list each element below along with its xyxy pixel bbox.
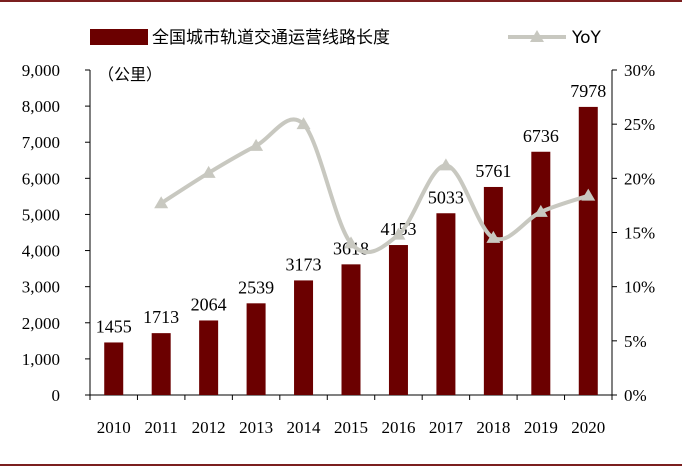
y-left-tick-label: 9,000	[22, 61, 60, 80]
x-tick-label: 2014	[287, 418, 322, 437]
bar-data-label: 3173	[286, 254, 322, 274]
x-tick-label: 2010	[97, 418, 131, 437]
yoy-point	[391, 227, 406, 240]
bar	[104, 342, 124, 395]
legend-bar-swatch	[90, 29, 148, 45]
y-axis-unit-label: （公里）	[98, 65, 162, 84]
bar	[578, 106, 598, 396]
bar	[388, 245, 408, 395]
bar-data-label: 1455	[96, 316, 132, 336]
bar	[531, 151, 551, 395]
yoy-point	[296, 117, 311, 130]
bar-data-label: 5033	[428, 187, 464, 207]
bar	[199, 320, 219, 395]
yoy-line	[160, 117, 589, 255]
yoy-point	[249, 138, 264, 151]
yoy-point	[154, 196, 169, 209]
y-left-tick-label: 8,000	[22, 97, 60, 116]
bar-data-label: 2539	[238, 277, 274, 297]
y-left-tick-label: 4,000	[22, 242, 60, 261]
y-left-tick-label: 3,000	[22, 278, 60, 297]
y-right-tick-label: 15%	[624, 224, 655, 243]
y-left-tick-label: 5,000	[22, 205, 60, 224]
bar	[483, 186, 503, 395]
y-right-tick-label: 0%	[624, 386, 647, 405]
x-tick-label: 2016	[381, 418, 415, 437]
x-tick-label: 2017	[429, 418, 464, 437]
legend: 全国城市轨道交通运营线路长度 YoY	[90, 28, 602, 48]
bar-data-label: 6736	[523, 126, 559, 146]
yoy-point	[344, 236, 358, 249]
legend-bar-label: 全国城市轨道交通运营线路长度	[152, 28, 390, 48]
x-tick-label: 2013	[239, 418, 273, 437]
bar	[294, 280, 314, 395]
y-left-tick-label: 6,000	[22, 169, 60, 188]
y-right-tick-label: 10%	[624, 278, 655, 297]
bar-data-label: 5761	[475, 161, 511, 181]
yoy-point	[438, 158, 453, 171]
bar-data-label: 2064	[191, 294, 227, 314]
legend-line-label: YoY	[571, 28, 602, 48]
x-tick-label: 2011	[144, 418, 177, 437]
bar	[341, 264, 361, 395]
x-tick-label: 2018	[476, 418, 510, 437]
y-left-tick-label: 0	[52, 386, 61, 405]
bar-data-label: 3618	[333, 238, 369, 258]
yoy-point	[201, 165, 216, 178]
y-left-tick-label: 7,000	[22, 133, 60, 152]
x-tick-label: 2019	[524, 418, 558, 437]
bar-data-label: 7978	[570, 81, 606, 101]
bar	[151, 333, 171, 395]
axes: 0 1,000 2,000 3,000 4,000 5,000 6,000 7,000 8,00…	[22, 61, 655, 437]
y-left-tick-label: 2,000	[22, 314, 60, 333]
y-right-tick-label: 30%	[624, 61, 655, 80]
bar	[246, 303, 266, 395]
bar-labels: 1455171320642539317336184153503357616736…	[96, 81, 607, 337]
y-right-tick-label: 5%	[624, 332, 647, 351]
line-series	[154, 117, 596, 255]
x-tick-label: 2012	[192, 418, 226, 437]
yoy-point	[533, 204, 548, 217]
x-tick-label: 2020	[571, 418, 605, 437]
bar-data-label: 1713	[143, 307, 179, 327]
legend-line-marker	[530, 30, 544, 42]
yoy-point	[486, 230, 501, 243]
y-right-tick-label: 25%	[624, 115, 655, 134]
y-left-tick-label: 1,000	[22, 350, 60, 369]
y-right-tick-label: 20%	[624, 169, 655, 188]
x-tick-label: 2015	[334, 418, 368, 437]
yoy-point	[581, 188, 596, 201]
bar	[436, 213, 456, 395]
